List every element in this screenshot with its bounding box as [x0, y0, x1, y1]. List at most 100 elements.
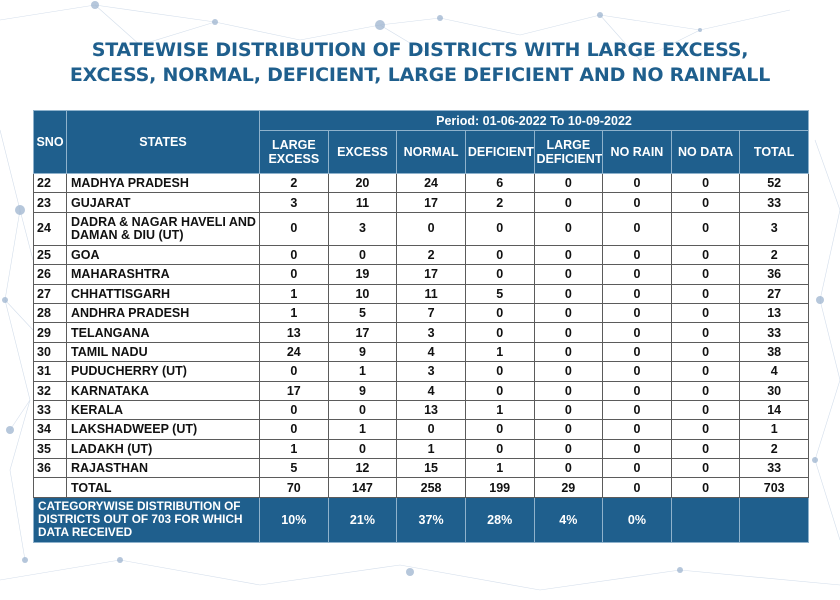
row-value: 3 — [396, 322, 466, 343]
row-value: 0 — [533, 172, 604, 194]
row-value: 0 — [602, 264, 672, 285]
row-value: 0 — [533, 244, 604, 266]
total-value: 147 — [327, 477, 398, 498]
row-value: 1 — [259, 302, 329, 324]
table-row: 36 RAJASTHAN 5 12 15 1 0 0 0 33 — [33, 458, 809, 479]
table-row: 34 LAKSHADWEEP (UT) 0 1 0 0 0 0 0 1 — [33, 419, 809, 440]
row-state: LAKSHADWEEP (UT) — [66, 419, 260, 440]
table-row: 35 LADAKH (UT) 1 0 1 0 0 0 0 2 — [33, 438, 809, 460]
row-value: 0 — [396, 419, 466, 440]
row-value: 0 — [602, 192, 672, 213]
row-value: 0 — [259, 264, 329, 285]
row-value: 0 — [670, 361, 741, 382]
row-value: 17 — [259, 380, 329, 401]
categorywise-percent: 10% — [259, 496, 329, 543]
row-value: 33 — [739, 458, 809, 479]
header-col-no-data: NO DATA — [670, 130, 741, 174]
table-row: 27 CHHATTISGARH 1 10 11 5 0 0 0 27 — [33, 283, 809, 304]
row-value: 0 — [533, 192, 604, 213]
categorywise-percent: 28% — [464, 496, 535, 543]
row-value: 1 — [464, 341, 535, 363]
row-value: 15 — [396, 458, 466, 479]
row-value: 0 — [602, 341, 672, 363]
categorywise-percent: 37% — [396, 496, 466, 543]
rainfall-table-container: SNO STATES Period: 01-06-2022 To 10-09-2… — [33, 110, 809, 543]
row-value: 0 — [533, 341, 604, 363]
row-value: 19 — [327, 264, 398, 285]
total-row: TOTAL 70 147 258 199 29 0 0 703 — [33, 477, 809, 498]
categorywise-distribution-row: CATEGORYWISE DISTRIBUTION OF DISTRICTS O… — [33, 496, 809, 543]
row-value: 0 — [533, 458, 604, 479]
row-value: 0 — [670, 438, 741, 460]
row-sno: 25 — [33, 244, 67, 266]
row-value: 0 — [602, 302, 672, 324]
row-value: 11 — [327, 192, 398, 213]
row-value: 1 — [739, 419, 809, 440]
row-value: 4 — [739, 361, 809, 382]
row-value: 5 — [464, 283, 535, 304]
header-states: STATES — [66, 110, 260, 174]
row-value: 27 — [739, 283, 809, 304]
row-value: 0 — [327, 438, 398, 460]
header-col-total: TOTAL — [739, 130, 809, 174]
row-state: KERALA — [66, 399, 260, 421]
row-value: 0 — [670, 341, 741, 363]
row-value: 0 — [670, 192, 741, 213]
row-value: 2 — [396, 244, 466, 266]
categorywise-percent: 21% — [327, 496, 398, 543]
row-value: 5 — [259, 458, 329, 479]
row-value: 3 — [259, 192, 329, 213]
table-row: 26 MAHARASHTRA 0 19 17 0 0 0 0 36 — [33, 264, 809, 285]
row-value: 17 — [327, 322, 398, 343]
row-value: 3 — [396, 361, 466, 382]
title-line-1: STATEWISE DISTRIBUTION OF DISTRICTS WITH… — [91, 39, 749, 61]
page-title: STATEWISE DISTRIBUTION OF DISTRICTS WITH… — [0, 38, 840, 88]
row-value: 17 — [396, 264, 466, 285]
row-sno: 29 — [33, 322, 67, 343]
row-value: 33 — [739, 192, 809, 213]
row-value: 2 — [464, 192, 535, 213]
row-value: 1 — [464, 458, 535, 479]
rainfall-distribution-table: SNO STATES Period: 01-06-2022 To 10-09-2… — [33, 110, 809, 543]
row-state: TELANGANA — [66, 322, 260, 343]
row-value: 0 — [670, 264, 741, 285]
row-value: 12 — [327, 458, 398, 479]
row-value: 0 — [602, 419, 672, 440]
row-value: 0 — [602, 322, 672, 343]
total-value: 70 — [259, 477, 329, 498]
row-value: 2 — [739, 438, 809, 460]
row-state: TAMIL NADU — [66, 341, 260, 363]
row-value: 0 — [670, 399, 741, 421]
title-line-2: EXCESS, NORMAL, DEFICIENT, LARGE DEFICIE… — [69, 64, 771, 86]
row-value: 0 — [259, 211, 329, 246]
row-value: 36 — [739, 264, 809, 285]
row-value: 0 — [327, 244, 398, 266]
row-value: 7 — [396, 302, 466, 324]
row-value: 13 — [259, 322, 329, 343]
row-value: 0 — [464, 361, 535, 382]
row-value: 1 — [464, 399, 535, 421]
row-value: 0 — [533, 399, 604, 421]
row-value: 0 — [602, 380, 672, 401]
row-sno: 23 — [33, 192, 67, 213]
table-row: 33 KERALA 0 0 13 1 0 0 0 14 — [33, 399, 809, 421]
row-state: GOA — [66, 244, 260, 266]
table-row: 28 ANDHRA PRADESH 1 5 7 0 0 0 0 13 — [33, 302, 809, 324]
row-sno: 26 — [33, 264, 67, 285]
categorywise-empty-cell — [670, 496, 741, 543]
header-sno: SNO — [33, 110, 67, 174]
header-col-excess: EXCESS — [327, 130, 398, 174]
row-value: 0 — [602, 458, 672, 479]
row-value: 1 — [259, 283, 329, 304]
row-value: 4 — [396, 380, 466, 401]
table-row: 31 PUDUCHERRY (UT) 0 1 3 0 0 0 0 4 — [33, 361, 809, 382]
row-value: 0 — [533, 419, 604, 440]
row-state: ANDHRA PRADESH — [66, 302, 260, 324]
row-value: 0 — [602, 211, 672, 246]
row-value: 1 — [327, 419, 398, 440]
row-value: 9 — [327, 341, 398, 363]
row-value: 0 — [533, 380, 604, 401]
total-value: 29 — [533, 477, 604, 498]
row-state: DADRA & NAGAR HAVELI AND DAMAN & DIU (UT… — [66, 211, 260, 246]
